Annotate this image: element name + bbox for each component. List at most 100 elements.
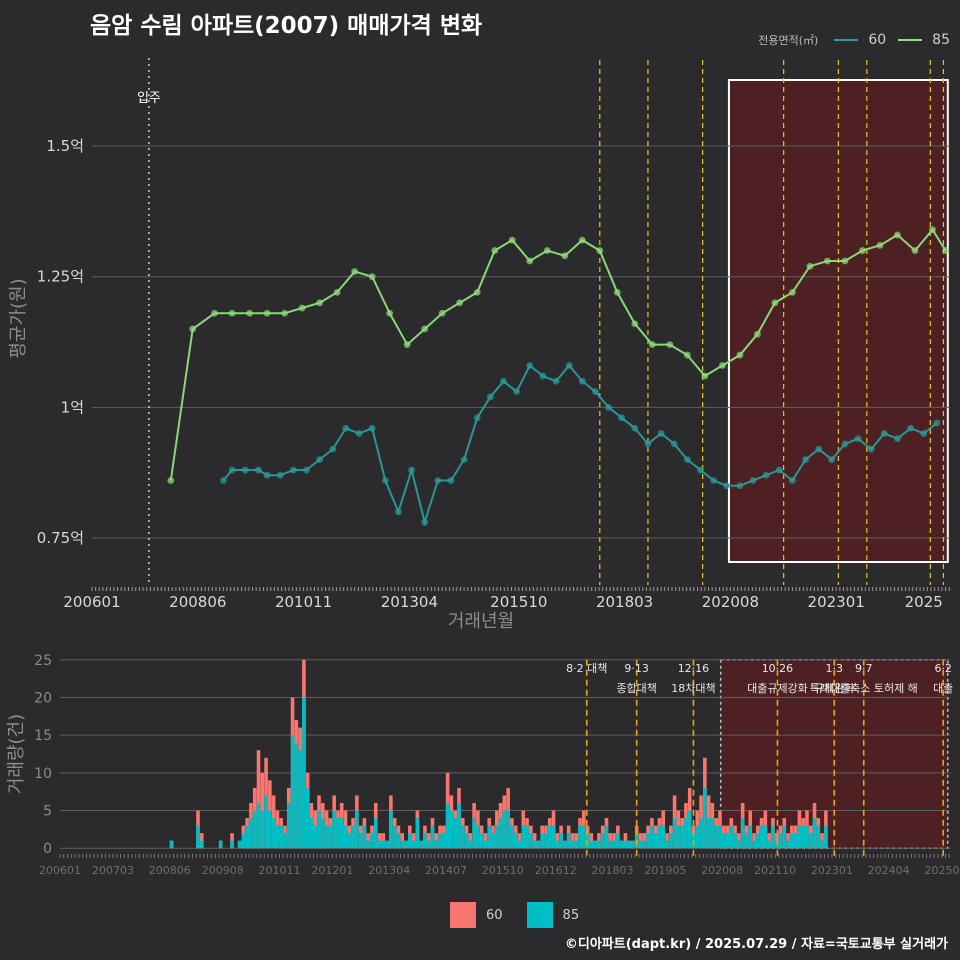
data-point-60	[657, 430, 665, 437]
bar-85	[347, 833, 352, 849]
bar-85	[169, 840, 174, 849]
data-point-85	[911, 247, 919, 254]
bar-85	[608, 840, 613, 849]
bar-85	[797, 825, 802, 849]
bar-85	[521, 825, 526, 849]
bar-85	[472, 818, 476, 849]
bar-60	[555, 833, 560, 849]
bar-85	[801, 825, 805, 849]
bar-85	[729, 825, 734, 849]
x-tick-label: 200601	[63, 593, 120, 611]
bar-85	[782, 825, 787, 849]
bar-60	[597, 833, 601, 849]
policy-label: 6·2	[934, 662, 952, 675]
data-point-60	[592, 388, 599, 396]
bar-85	[430, 825, 435, 849]
bar-85	[672, 818, 677, 849]
x-tick-label: 201510	[482, 864, 524, 877]
y-tick-label: 20	[34, 690, 52, 706]
data-point-85	[456, 299, 464, 307]
bar-85	[718, 825, 722, 849]
data-point-85	[228, 309, 236, 317]
bar-85	[423, 833, 427, 849]
data-point-60	[434, 477, 442, 484]
bar-85	[631, 840, 635, 849]
bar-85	[824, 825, 828, 849]
bar-85	[706, 818, 711, 849]
bar-85	[600, 833, 605, 849]
bar-85	[286, 803, 291, 849]
bar-85	[256, 803, 261, 849]
data-point-60	[263, 471, 271, 479]
y-tick-label: 0	[43, 841, 52, 857]
bar-85	[313, 825, 318, 849]
data-point-85	[771, 299, 779, 307]
bar-85	[237, 840, 242, 849]
bar-85	[529, 833, 533, 849]
x-tick-label: 201803	[591, 864, 633, 877]
bar-60	[366, 833, 370, 849]
data-point-60	[329, 445, 337, 453]
bar-85	[755, 833, 760, 849]
bar-60	[381, 833, 386, 849]
data-point-85	[543, 247, 551, 254]
bar-85	[710, 818, 715, 849]
data-point-60	[697, 466, 704, 474]
x-tick-label: 2025	[905, 593, 943, 611]
bar-85	[373, 818, 378, 849]
bar-legend-label-85: 85	[562, 907, 580, 923]
data-point-85	[613, 288, 621, 296]
bar-85	[328, 825, 333, 849]
bar-85	[616, 833, 620, 849]
bar-85	[392, 825, 397, 849]
data-point-85	[683, 351, 691, 359]
legend-title: 전용면적(㎡)	[758, 34, 819, 47]
policy-label: 12·16	[678, 662, 710, 675]
policy-sublabel: 규제완화	[814, 682, 854, 695]
bar-85	[415, 818, 420, 849]
data-point-60	[683, 456, 691, 463]
data-point-85	[806, 262, 814, 270]
bar-60	[483, 833, 488, 849]
data-point-85	[386, 309, 394, 317]
data-point-60	[552, 377, 560, 385]
bar-85	[343, 825, 348, 849]
y-tick-label: 10	[34, 766, 52, 782]
x-tick-label: 202008	[702, 593, 759, 611]
bar-85	[502, 810, 507, 849]
bar-85	[279, 825, 283, 849]
data-point-60	[303, 466, 310, 474]
bar-85	[290, 735, 295, 849]
data-point-85	[491, 247, 499, 254]
bar-85	[703, 787, 707, 849]
bar-85	[525, 825, 529, 849]
bar-60	[532, 833, 537, 849]
bar-85	[816, 825, 821, 849]
bar-85	[582, 825, 586, 849]
x-tick-label: 200806	[149, 864, 191, 877]
bar-85	[249, 818, 253, 849]
data-point-85	[561, 252, 569, 260]
bar-legend-swatch-60	[450, 902, 476, 928]
bar-85	[336, 818, 340, 849]
bar-60	[737, 833, 741, 849]
bar-85	[355, 810, 359, 849]
bar-85	[275, 825, 280, 849]
bar-85	[460, 825, 465, 849]
volume-chart: 0 5 10 15 20 25 8·2 대책 9·13 종합대책 12·16 18차대책 10·26 대…	[6, 653, 960, 877]
bar-85	[763, 825, 768, 849]
bar-85	[771, 825, 775, 849]
bar-85	[740, 818, 745, 849]
bar-85	[570, 840, 575, 849]
data-point-60	[526, 362, 534, 369]
bar-85	[366, 840, 370, 849]
bar-85	[650, 825, 654, 849]
data-point-85	[263, 309, 271, 317]
bar-85	[684, 818, 688, 849]
legend-swatch-85	[898, 39, 923, 41]
bar-85	[627, 840, 631, 849]
data-point-60	[920, 430, 928, 437]
x-tick-label: 201803	[596, 593, 653, 611]
bar-60	[411, 833, 416, 849]
bar-85	[362, 825, 367, 849]
